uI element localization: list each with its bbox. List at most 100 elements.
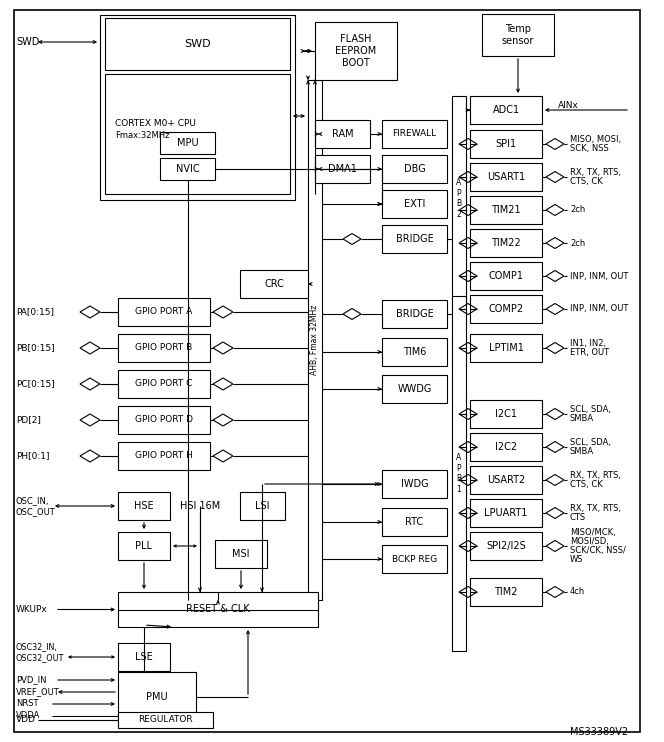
Bar — [470, 400, 542, 428]
Bar — [118, 442, 210, 470]
Text: INP, INM, OUT: INP, INM, OUT — [570, 272, 628, 280]
Bar — [118, 370, 210, 398]
Text: MPU: MPU — [177, 138, 199, 148]
Text: COMP2: COMP2 — [489, 304, 523, 314]
Text: PVD_IN: PVD_IN — [16, 675, 46, 685]
Text: BRIDGE: BRIDGE — [396, 309, 434, 319]
Bar — [240, 270, 308, 298]
Text: RTC: RTC — [406, 517, 424, 527]
Bar — [470, 295, 542, 323]
Text: DMA1: DMA1 — [328, 164, 357, 174]
Text: CRC: CRC — [264, 279, 284, 289]
Bar — [118, 406, 210, 434]
Text: MOSI/SD,: MOSI/SD, — [570, 537, 609, 546]
Text: RESET & CLK: RESET & CLK — [186, 605, 250, 614]
Text: GPIO PORT D: GPIO PORT D — [135, 416, 193, 424]
Bar — [118, 492, 170, 520]
Bar — [315, 22, 397, 80]
Text: REGULATOR: REGULATOR — [138, 715, 193, 724]
Text: PMU: PMU — [146, 692, 168, 702]
Text: EXTI: EXTI — [404, 199, 425, 209]
Bar — [382, 155, 447, 183]
Bar — [452, 96, 466, 301]
Bar — [105, 18, 290, 70]
Bar — [308, 80, 322, 600]
Text: USART2: USART2 — [487, 475, 525, 485]
Text: INP, INM, OUT: INP, INM, OUT — [570, 304, 628, 314]
Text: TIM2: TIM2 — [494, 587, 518, 597]
Text: 2ch: 2ch — [570, 238, 585, 248]
Bar — [382, 375, 447, 403]
Bar — [470, 466, 542, 494]
Bar — [382, 508, 447, 536]
Text: GPIO PORT H: GPIO PORT H — [135, 451, 193, 461]
Text: Temp
sensor: Temp sensor — [502, 24, 534, 46]
Text: PA[0:15]: PA[0:15] — [16, 307, 54, 317]
Bar — [240, 492, 285, 520]
Text: BCKP REG: BCKP REG — [392, 554, 437, 563]
Text: HSE: HSE — [134, 501, 154, 511]
Text: VREF_OUT: VREF_OUT — [16, 688, 60, 697]
Bar — [470, 229, 542, 257]
Text: RX, TX, RTS,: RX, TX, RTS, — [570, 504, 621, 513]
Text: MS33389V2: MS33389V2 — [570, 727, 628, 737]
Text: SPI1: SPI1 — [495, 139, 517, 149]
Text: Fmax:32MHz: Fmax:32MHz — [115, 131, 169, 140]
Text: LSE: LSE — [135, 652, 153, 662]
Text: A
P
B
1: A P B 1 — [456, 453, 461, 493]
Text: LPUART1: LPUART1 — [484, 508, 528, 518]
Text: VDD: VDD — [16, 715, 36, 724]
Text: GPIO PORT A: GPIO PORT A — [135, 307, 193, 317]
Bar — [315, 120, 370, 148]
Text: USART1: USART1 — [487, 172, 525, 182]
Bar — [100, 15, 295, 200]
Text: SPI2/I2S: SPI2/I2S — [486, 541, 526, 551]
Bar — [452, 296, 466, 651]
Text: SMBA: SMBA — [570, 414, 594, 423]
Text: PD[2]: PD[2] — [16, 416, 41, 424]
Bar — [118, 712, 213, 728]
Bar — [382, 190, 447, 218]
Text: PC[0:15]: PC[0:15] — [16, 379, 54, 389]
Text: SWD: SWD — [184, 39, 210, 49]
Text: SCL, SDA,: SCL, SDA, — [570, 405, 611, 414]
Text: PH[0:1]: PH[0:1] — [16, 451, 50, 461]
Bar — [105, 74, 290, 194]
Text: AHB, Fmax 32MHz: AHB, Fmax 32MHz — [311, 305, 319, 375]
Text: 2ch: 2ch — [570, 206, 585, 214]
Text: RX, TX, RTS,: RX, TX, RTS, — [570, 168, 621, 177]
Bar — [470, 163, 542, 191]
Text: FIREWALL: FIREWALL — [392, 130, 436, 139]
Bar — [470, 578, 542, 606]
Text: IN1, IN2,: IN1, IN2, — [570, 339, 606, 348]
Text: MISO/MCK,: MISO/MCK, — [570, 528, 616, 537]
Bar — [118, 643, 170, 671]
Bar — [382, 470, 447, 498]
Text: NRST: NRST — [16, 700, 39, 709]
Text: DBG: DBG — [404, 164, 426, 174]
Bar — [215, 540, 267, 568]
Text: BRIDGE: BRIDGE — [396, 234, 434, 244]
Text: HSI 16M: HSI 16M — [180, 501, 220, 511]
Text: TIM21: TIM21 — [491, 205, 521, 215]
Text: COMP1: COMP1 — [489, 271, 523, 281]
Text: I2C2: I2C2 — [495, 442, 517, 452]
Text: CTS, CK: CTS, CK — [570, 480, 603, 489]
Bar — [470, 130, 542, 158]
Text: LSI: LSI — [255, 501, 269, 511]
Bar — [470, 499, 542, 527]
Text: SCK/CK, NSS/: SCK/CK, NSS/ — [570, 546, 626, 555]
Bar — [470, 433, 542, 461]
Text: NVIC: NVIC — [176, 164, 199, 174]
Bar — [470, 334, 542, 362]
Text: SCL, SDA,: SCL, SDA, — [570, 438, 611, 447]
Text: A
P
B
2: A P B 2 — [456, 178, 461, 219]
Text: RX, TX, RTS,: RX, TX, RTS, — [570, 471, 621, 480]
Bar — [470, 262, 542, 290]
Text: PLL: PLL — [135, 541, 153, 551]
Text: GPIO PORT B: GPIO PORT B — [135, 344, 193, 352]
Text: OSC_IN,
OSC_OUT: OSC_IN, OSC_OUT — [16, 496, 56, 516]
Text: IWDG: IWDG — [400, 479, 428, 489]
Text: OSC32_IN,
OSC32_OUT: OSC32_IN, OSC32_OUT — [16, 643, 64, 662]
Text: SWD: SWD — [16, 37, 39, 47]
